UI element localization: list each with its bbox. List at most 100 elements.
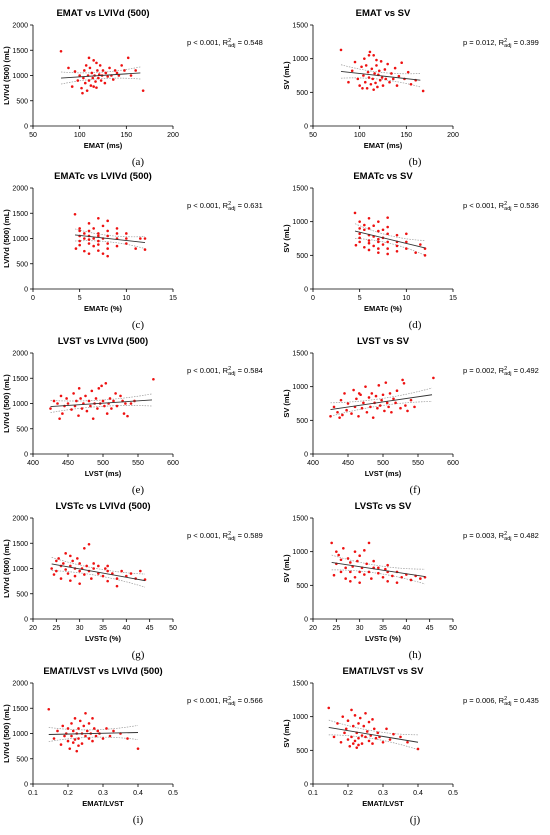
data-point — [71, 741, 75, 744]
data-point — [87, 229, 91, 233]
data-point — [87, 242, 91, 245]
data-point — [432, 376, 435, 380]
data-point — [83, 232, 86, 235]
data-point — [89, 404, 92, 408]
x-tick-label: 35 — [99, 625, 107, 632]
data-point — [152, 377, 155, 381]
data-point — [373, 72, 376, 75]
data-point — [402, 382, 406, 385]
x-axis-label: EMAT/LVST — [82, 799, 124, 808]
data-point — [360, 406, 364, 410]
x-tick-label: 10 — [122, 295, 130, 302]
data-point — [381, 740, 385, 744]
data-point — [360, 65, 363, 69]
x-tick-label: 0.3 — [378, 790, 388, 797]
data-point — [399, 406, 402, 410]
data-point — [87, 399, 91, 403]
data-point — [97, 239, 100, 243]
data-point — [372, 88, 375, 91]
data-point — [367, 239, 371, 242]
data-point — [47, 707, 51, 711]
regression-line — [340, 71, 421, 81]
stat-suffix: = 0.548 — [235, 38, 262, 47]
data-point — [347, 80, 350, 84]
chart-panel-c: EMATc vs LVIVd (500) 0 500 1000 1500 2000 0 5 10… — [2, 171, 263, 331]
data-point — [85, 729, 89, 733]
x-tick-label: 400 — [307, 460, 319, 467]
data-point — [59, 49, 63, 53]
data-point — [343, 392, 346, 395]
data-point — [84, 712, 87, 715]
data-point — [371, 718, 374, 721]
data-point — [386, 62, 389, 66]
data-point — [384, 381, 388, 384]
x-tick-label: 600 — [167, 460, 179, 467]
y-axis-label: SV (mL) — [282, 554, 291, 583]
data-point — [78, 243, 81, 247]
data-point — [67, 66, 70, 70]
data-point — [367, 720, 371, 724]
data-point — [363, 245, 366, 249]
data-point — [332, 405, 336, 409]
stat-annotation: p < 0.001, R2 adj = 0.589 — [187, 531, 263, 542]
x-tick-label: 50 — [449, 625, 457, 632]
y-tick-label: 0 — [304, 287, 308, 294]
x-tick-label: 200 — [447, 132, 459, 139]
chart-panel-e: LVST vs LVIVd (500) 0 500 1000 1500 2000 400 45… — [2, 336, 263, 496]
data-point — [367, 76, 371, 79]
data-point — [400, 61, 403, 65]
data-point — [336, 722, 339, 725]
data-point — [392, 397, 395, 401]
data-point — [327, 706, 331, 710]
data-point — [63, 734, 66, 738]
y-axis-label: SV (mL) — [282, 719, 291, 748]
data-point — [387, 405, 390, 409]
data-point — [94, 80, 97, 83]
data-point — [78, 227, 81, 230]
data-point — [384, 567, 387, 571]
data-point — [358, 716, 362, 720]
data-point — [115, 404, 119, 408]
data-point — [395, 233, 399, 237]
data-point — [80, 742, 84, 745]
data-point — [108, 734, 112, 738]
data-point — [83, 249, 86, 253]
data-point — [139, 569, 142, 573]
data-point — [365, 410, 369, 414]
data-point — [378, 78, 382, 82]
data-point — [125, 242, 128, 245]
data-point — [78, 74, 81, 77]
data-point — [385, 401, 389, 405]
data-point — [351, 724, 355, 728]
y-tick-label: 0 — [24, 617, 28, 624]
data-point — [120, 64, 123, 67]
y-tick-label: 1500 — [292, 186, 308, 193]
data-point — [87, 238, 91, 241]
data-point — [393, 66, 397, 70]
data-point — [358, 227, 361, 230]
data-point — [104, 71, 108, 75]
data-point — [66, 572, 70, 575]
data-point — [355, 397, 358, 401]
data-point — [92, 85, 95, 88]
y-axis-label: LVIVd (500) (mL) — [2, 209, 11, 268]
data-point — [99, 79, 103, 82]
data-point — [87, 222, 91, 225]
data-point — [372, 559, 375, 563]
data-point — [374, 81, 377, 85]
data-point — [84, 64, 88, 67]
data-point — [115, 227, 119, 230]
chart-title: EMAT vs SV — [356, 8, 411, 19]
data-point — [94, 397, 98, 400]
data-point — [97, 249, 100, 252]
data-point — [362, 401, 365, 405]
stat-annotation: p = 0.006, R2 adj = 0.435 — [463, 696, 539, 707]
stat-suffix: = 0.631 — [235, 201, 262, 210]
y-tick-label: 0 — [24, 452, 28, 459]
data-point — [372, 54, 375, 57]
data-point — [59, 577, 63, 580]
ci-lower-line — [328, 734, 419, 750]
data-point — [367, 739, 371, 743]
data-point — [350, 69, 354, 73]
panel-label: (e) — [132, 484, 145, 496]
